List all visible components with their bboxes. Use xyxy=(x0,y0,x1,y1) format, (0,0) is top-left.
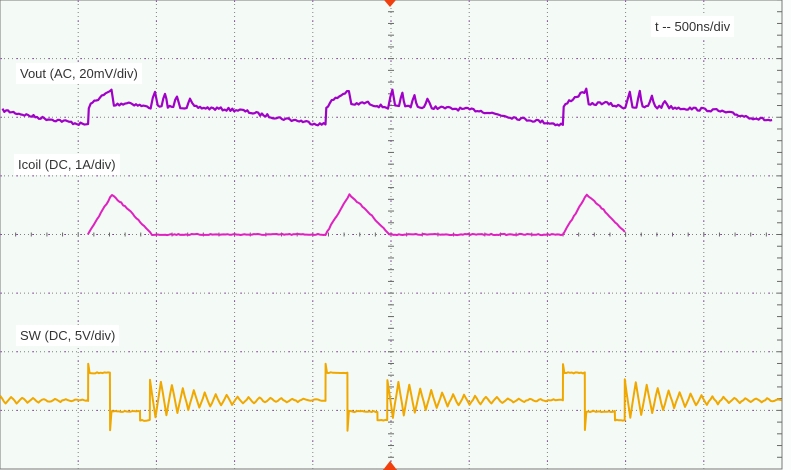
trigger-position-marker-top xyxy=(384,0,396,7)
trigger-position-marker-bottom xyxy=(383,461,397,470)
trace-icoil xyxy=(87,193,626,237)
timebase-label: t -- 500ns/div xyxy=(651,16,735,37)
channel-label-icoil: Icoil (DC, 1A/div) xyxy=(14,154,120,175)
traces xyxy=(0,87,782,432)
channel-label-sw: SW (DC, 5V/div) xyxy=(16,325,120,346)
trace-vout xyxy=(1,87,773,127)
channel-label-vout: Vout (AC, 20mV/div) xyxy=(16,63,142,84)
trace-sw xyxy=(0,362,782,432)
